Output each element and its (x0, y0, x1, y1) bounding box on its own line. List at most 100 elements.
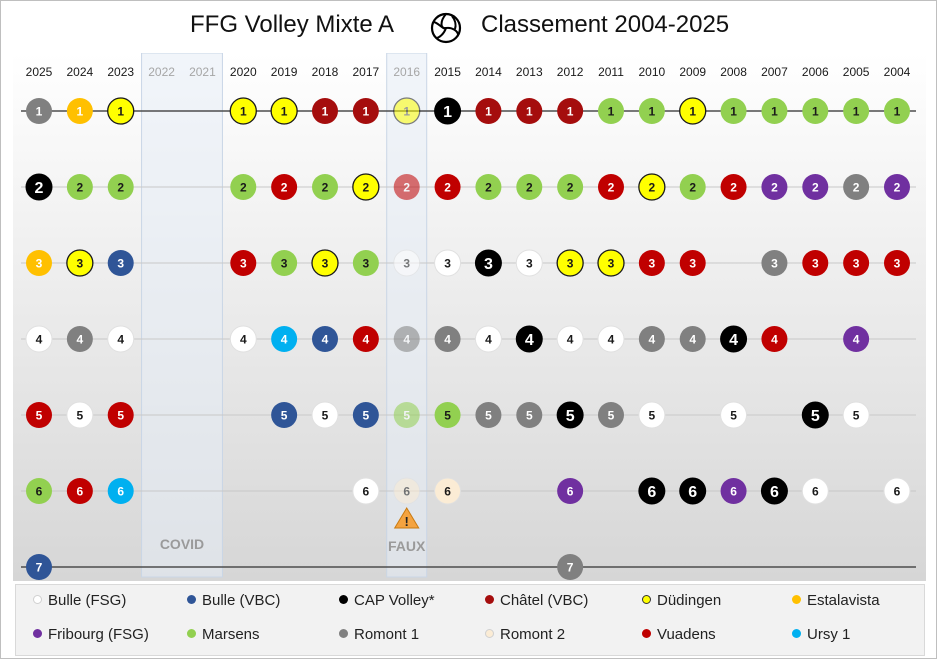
rank-dot: 4 (474, 325, 502, 353)
svg-text:4: 4 (485, 333, 492, 347)
legend-label: Estalavista (807, 592, 880, 609)
svg-text:2: 2 (281, 181, 288, 195)
legend-item: Romont 1 (339, 626, 419, 643)
rank-dot: 5 (26, 402, 52, 428)
year-label: 2022 (148, 65, 175, 79)
legend-label: Romont 1 (354, 626, 420, 643)
rank-dot: 1 (802, 98, 829, 124)
year-label: 2024 (67, 65, 94, 79)
svg-text:4: 4 (853, 333, 860, 347)
svg-text:1: 1 (363, 105, 370, 119)
svg-text:2: 2 (894, 181, 901, 195)
year-label: 2008 (720, 65, 747, 79)
svg-text:1: 1 (689, 105, 696, 119)
svg-text:1: 1 (403, 105, 410, 119)
year-label: 2010 (639, 65, 666, 79)
rank-dot: 6 (760, 477, 788, 505)
legend-item: Vuadens (642, 626, 716, 643)
svg-text:3: 3 (526, 257, 533, 271)
rank-dot: 2 (66, 174, 93, 200)
rank-dot: 1 (270, 97, 298, 125)
rank-dot: 2 (434, 174, 461, 200)
rank-dot: 7 (557, 554, 584, 580)
svg-text:6: 6 (730, 485, 737, 499)
svg-text:4: 4 (240, 333, 247, 347)
svg-text:3: 3 (812, 257, 819, 271)
year-label: 2012 (557, 65, 584, 79)
legend-swatch (339, 595, 348, 604)
svg-text:1: 1 (77, 105, 84, 119)
svg-text:4: 4 (403, 333, 410, 347)
year-label: 2011 (598, 65, 624, 79)
rank-dot: 1 (393, 97, 421, 125)
rank-dot: 4 (679, 326, 706, 352)
svg-text:5: 5 (608, 409, 615, 423)
rank-dot: 1 (475, 98, 502, 124)
svg-text:5: 5 (649, 409, 656, 423)
svg-text:1: 1 (117, 105, 124, 119)
rank-dot: 4 (311, 326, 338, 352)
svg-text:4: 4 (771, 333, 778, 347)
legend-item: Estalavista (792, 592, 880, 609)
warning-icon: ! (393, 507, 420, 529)
rank-dot: 1 (720, 98, 747, 124)
svg-text:3: 3 (689, 257, 696, 271)
rank-dot: 1 (597, 98, 624, 124)
title-bar: FFG Volley Mixte A Classement 2004-2025 (1, 1, 936, 53)
svg-text:3: 3 (771, 257, 778, 271)
svg-text:2: 2 (117, 181, 124, 195)
rank-dot: 2 (761, 174, 788, 200)
rank-dot: 1 (679, 97, 707, 125)
svg-text:6: 6 (812, 485, 819, 499)
rank-dot: 5 (271, 402, 298, 428)
svg-text:2: 2 (363, 181, 370, 195)
svg-text:4: 4 (322, 333, 329, 347)
svg-text:5: 5 (77, 409, 84, 423)
rank-dot: 5 (107, 402, 134, 428)
legend-label: Romont 2 (500, 626, 566, 643)
legend-item: Châtel (VBC) (485, 592, 588, 609)
rank-dot: 1 (557, 98, 584, 124)
legend-swatch (792, 595, 801, 604)
rank-dot: 6 (883, 477, 911, 505)
legend-swatch (339, 629, 348, 638)
rank-dot: 4 (229, 325, 257, 353)
legend-swatch (792, 629, 801, 638)
svg-text:5: 5 (322, 409, 329, 423)
svg-text:3: 3 (240, 257, 247, 271)
rank-dot: 1 (516, 98, 543, 124)
svg-text:1: 1 (853, 105, 860, 119)
ranking-plot: 2025 2024 2023 2022 2021 2020 2019 2018 2017 2016… (13, 53, 926, 581)
svg-text:1: 1 (443, 104, 452, 121)
rank-dot: 4 (434, 326, 461, 352)
rank-dot: 5 (516, 402, 543, 428)
svg-text:3: 3 (117, 257, 124, 271)
rank-dot: 3 (66, 249, 94, 277)
svg-text:2: 2 (730, 181, 737, 195)
rank-dot: 1 (107, 97, 135, 125)
legend-item: Marsens (187, 626, 260, 643)
rank-dot: 4 (843, 326, 870, 352)
rank-dot: 4 (271, 326, 298, 352)
year-label: 2014 (475, 65, 502, 79)
rank-dot: 3 (311, 249, 339, 277)
rank-dot: 5 (475, 402, 502, 428)
rank-dot: 5 (801, 401, 829, 429)
legend-label: Düdingen (657, 592, 722, 609)
year-label: 2005 (843, 65, 870, 79)
rank-dot: 3 (843, 250, 870, 276)
rank-dot: 4 (720, 325, 748, 353)
rank-dot: 6 (66, 478, 93, 504)
svg-text:4: 4 (77, 333, 84, 347)
rank-dot: 6 (720, 478, 747, 504)
rank-dot: 7 (26, 554, 52, 580)
rank-dot: 5 (434, 402, 461, 428)
svg-text:1: 1 (812, 105, 819, 119)
rank-dot: 3 (352, 250, 379, 276)
svg-text:5: 5 (566, 408, 575, 425)
rank-dot: 1 (229, 97, 257, 125)
svg-text:3: 3 (608, 257, 615, 271)
svg-text:!: ! (405, 514, 409, 529)
band-covid (141, 53, 223, 578)
rank-dot: 6 (638, 477, 666, 505)
